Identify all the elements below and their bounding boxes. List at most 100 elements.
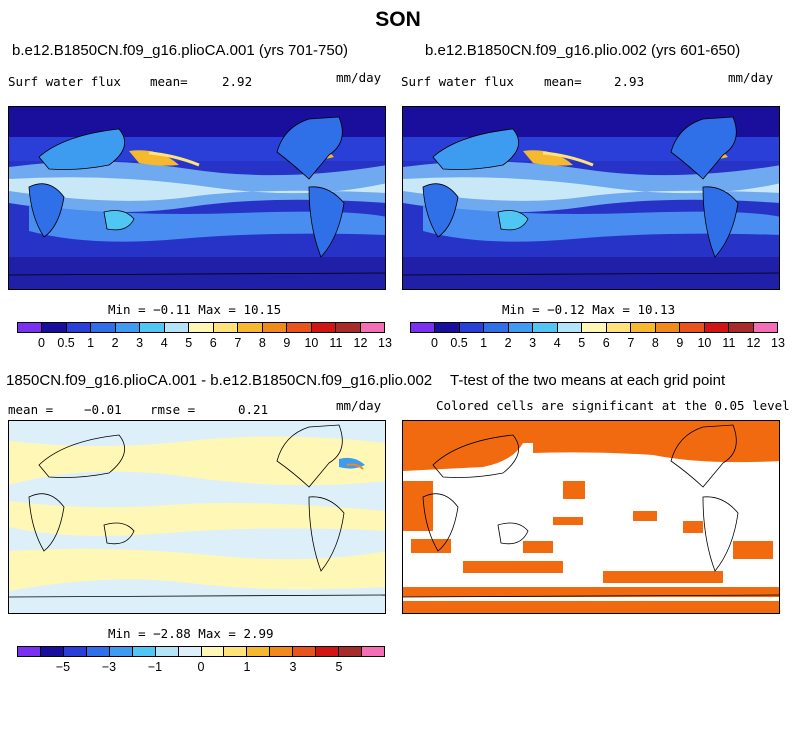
colorbar-swatch <box>606 323 632 332</box>
colorbar-tick-label: 10 <box>304 336 319 350</box>
colorbar-swatch <box>86 647 110 656</box>
colorbar-tick-label: 3 <box>289 660 297 674</box>
panel3-heading: 1850CN.f09_g16.plioCA.001 - b.e12.B1850C… <box>6 372 433 389</box>
colorbar-swatch <box>213 323 239 332</box>
colorbar-swatch <box>435 323 460 332</box>
colorbar-tick-label: 6 <box>602 336 610 350</box>
panel3-units: mm/day <box>336 398 382 413</box>
colorbar-swatch <box>238 323 263 332</box>
panel2-colorbar-labels: 0 0.5 1 2 3 4 5 6 7 8 9 10 11 12 13 <box>410 336 785 350</box>
panel3-colorbar-labels: −5 −3 −1 0 1 3 5 <box>17 660 385 674</box>
colorbar-swatch <box>293 647 317 656</box>
colorbar-tick-label: 11 <box>329 336 343 350</box>
colorbar-swatch <box>155 647 179 656</box>
panel4-significant-cells <box>403 421 779 613</box>
colorbar-swatch <box>262 323 288 332</box>
colorbar-swatch <box>655 323 681 332</box>
colorbar-swatch <box>270 647 294 656</box>
panel2-map <box>402 106 780 290</box>
colorbar-swatch <box>459 323 485 332</box>
colorbar-swatch <box>140 323 165 332</box>
colorbar-tick-label: 1 <box>480 336 488 350</box>
colorbar-tick-label: 8 <box>651 336 659 350</box>
panel2-variable: Surf water flux <box>401 74 514 89</box>
colorbar-tick-label: 12 <box>746 336 761 350</box>
colorbar-swatch <box>18 323 43 332</box>
colorbar-swatch <box>109 647 133 656</box>
panel1-mean-label: mean= <box>150 74 188 89</box>
colorbar-tick-label: −1 <box>147 660 163 674</box>
colorbar-swatch <box>411 323 436 332</box>
colorbar-swatch <box>362 647 384 656</box>
colorbar-swatch <box>704 323 730 332</box>
colorbar-swatch <box>336 323 361 332</box>
panel1-colorbar-labels: 0 0.5 1 2 3 4 5 6 7 8 9 10 11 12 13 <box>17 336 392 350</box>
colorbar-tick-label: 1 <box>87 336 95 350</box>
colorbar-swatch <box>115 323 141 332</box>
colorbar-swatch <box>582 323 607 332</box>
panel2-colorbar <box>410 322 778 333</box>
panel3-rmse-value: 0.21 <box>238 402 269 417</box>
panel4-map <box>402 420 780 614</box>
colorbar-swatch <box>339 647 363 656</box>
colorbar-swatch <box>680 323 705 332</box>
colorbar-tick-label: 9 <box>283 336 291 350</box>
panel1-variable: Surf water flux <box>8 74 121 89</box>
colorbar-tick-label: 0 <box>38 336 46 350</box>
panel2-mean-value: 2.93 <box>614 74 645 89</box>
colorbar-tick-label: 0.5 <box>57 336 75 350</box>
panel1-heading: b.e12.B1850CN.f09_g16.plioCA.001 (yrs 70… <box>12 42 349 59</box>
colorbar-tick-label: 13 <box>771 336 785 350</box>
colorbar-tick-label: 0 <box>431 336 439 350</box>
panel2-heading: b.e12.B1850CN.f09_g16.plio.002 (yrs 601-… <box>425 42 741 59</box>
colorbar-tick-label: 5 <box>185 336 193 350</box>
colorbar-tick-label: −5 <box>55 660 71 674</box>
colorbar-tick-label: 5 <box>335 660 343 674</box>
colorbar-tick-label: 10 <box>697 336 712 350</box>
colorbar-tick-label: 4 <box>553 336 561 350</box>
colorbar-tick-label: 8 <box>258 336 266 350</box>
colorbar-swatch <box>508 323 534 332</box>
panel1-min-max: Min = −0.11 Max = 10.15 <box>108 302 282 317</box>
colorbar-tick-label: −3 <box>101 660 117 674</box>
panel2-min-max: Min = −0.12 Max = 10.13 <box>502 302 676 317</box>
colorbar-tick-label: 2 <box>111 336 119 350</box>
panel4-subheading: Colored cells are significant at the 0.0… <box>436 398 790 413</box>
panel2-mean-label: mean= <box>544 74 582 89</box>
colorbar-swatch <box>66 323 92 332</box>
colorbar-tick-label: 12 <box>353 336 368 350</box>
colorbar-tick-label: 0.5 <box>450 336 468 350</box>
colorbar-tick-label: 9 <box>676 336 684 350</box>
panel1-units: mm/day <box>336 70 382 85</box>
figure-title: SON <box>375 8 421 31</box>
colorbar-swatch <box>164 323 190 332</box>
panel3-mean-label: mean = <box>8 402 54 417</box>
colorbar-swatch <box>316 647 340 656</box>
colorbar-swatch <box>18 647 41 656</box>
colorbar-swatch <box>132 647 156 656</box>
colorbar-swatch <box>557 323 583 332</box>
colorbar-swatch <box>63 647 87 656</box>
colorbar-tick-label: 2 <box>504 336 512 350</box>
colorbar-tick-label: 0 <box>197 660 205 674</box>
panel1-colorbar <box>17 322 385 333</box>
panel3-map <box>8 420 386 614</box>
colorbar-swatch <box>729 323 754 332</box>
colorbar-swatch <box>287 323 312 332</box>
panel4-heading: T-test of the two means at each grid poi… <box>450 372 726 389</box>
colorbar-tick-label: 6 <box>209 336 217 350</box>
panel3-mean-value: −0.01 <box>84 402 122 417</box>
colorbar-tick-label: 7 <box>627 336 635 350</box>
colorbar-swatch <box>311 323 337 332</box>
colorbar-swatch <box>484 323 509 332</box>
colorbar-tick-label: 4 <box>160 336 168 350</box>
colorbar-swatch <box>247 647 271 656</box>
colorbar-tick-label: 5 <box>578 336 586 350</box>
panel3-min-max: Min = −2.88 Max = 2.99 <box>108 626 274 641</box>
panel2-units: mm/day <box>728 70 774 85</box>
colorbar-swatch <box>753 323 778 332</box>
panel1-mean-value: 2.92 <box>222 74 253 89</box>
colorbar-swatch <box>631 323 656 332</box>
colorbar-tick-label: 3 <box>529 336 537 350</box>
colorbar-swatch <box>224 647 248 656</box>
